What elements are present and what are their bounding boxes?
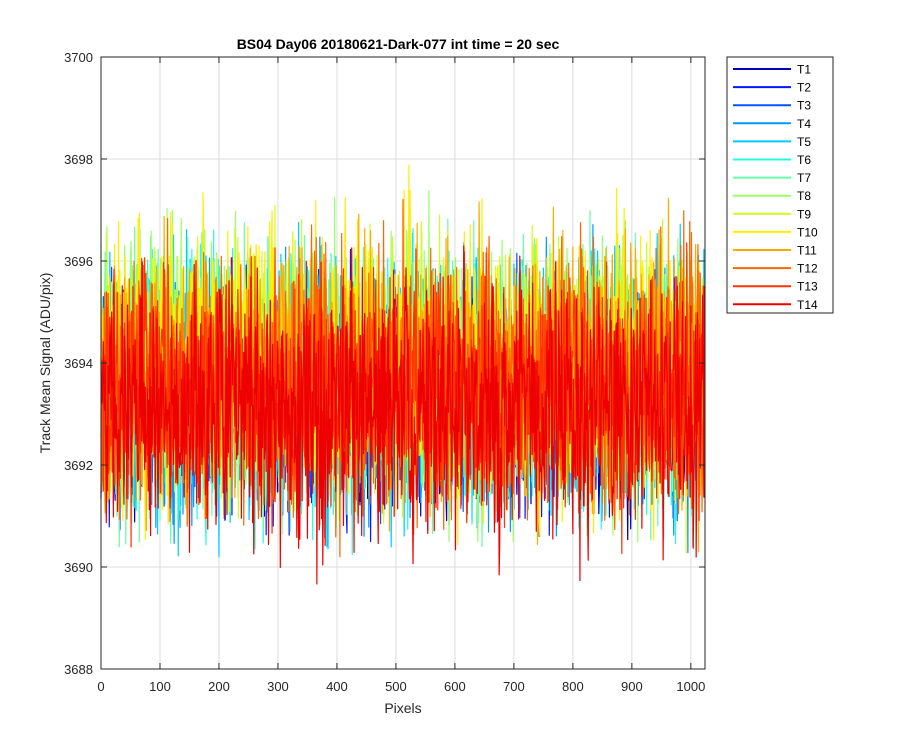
legend-label-T7: T7 <box>797 171 811 185</box>
y-tick-label: 3698 <box>64 152 93 167</box>
x-tick-label: 500 <box>385 679 407 694</box>
legend-label-T6: T6 <box>797 153 811 167</box>
series-lines <box>100 164 706 585</box>
y-tick-label: 3696 <box>64 254 93 269</box>
x-tick-label: 200 <box>208 679 230 694</box>
chart-title: BS04 Day06 20180621-Dark-077 int time = … <box>237 36 560 52</box>
y-tick-label: 3688 <box>64 662 93 677</box>
legend-label-T8: T8 <box>797 189 811 203</box>
legend-label-T3: T3 <box>797 99 811 113</box>
x-tick-label: 400 <box>326 679 348 694</box>
axis-ticks: 0 100 200 300 400 500 600 700 800 900 1000 3688 3690… <box>64 50 705 694</box>
x-tick-label: 1000 <box>676 679 705 694</box>
legend-label-T11: T11 <box>797 244 817 258</box>
legend-label-T12: T12 <box>797 262 818 276</box>
legend-label-T13: T13 <box>797 280 818 294</box>
y-tick-label: 3700 <box>64 50 93 65</box>
legend-box <box>726 56 834 314</box>
x-tick-label: 800 <box>562 679 584 694</box>
legend-label-T5: T5 <box>797 135 811 149</box>
y-tick-label: 3692 <box>64 458 93 473</box>
series-line-T14 <box>100 245 706 585</box>
legend-label-T1: T1 <box>797 63 811 77</box>
legend-label-T2: T2 <box>797 81 811 95</box>
x-tick-label: 600 <box>444 679 466 694</box>
x-tick-label: 100 <box>149 679 171 694</box>
x-axis-label: Pixels <box>384 700 421 716</box>
x-tick-label: 0 <box>97 679 104 694</box>
x-tick-label: 700 <box>503 679 525 694</box>
legend-label-T4: T4 <box>797 117 811 131</box>
legend-label-T9: T9 <box>797 207 811 221</box>
y-tick-label: 3694 <box>64 356 93 371</box>
legend[interactable]: T1 T2 T3 T4 T5 T6 T7 T8 T9 T10 T11 T12 T13 T14 <box>726 56 834 314</box>
legend-label-T10: T10 <box>797 225 818 239</box>
y-tick-label: 3690 <box>64 560 93 575</box>
y-axis-label: Track Mean Signal (ADU/pix) <box>37 273 53 454</box>
x-tick-label: 900 <box>621 679 643 694</box>
legend-label-T14: T14 <box>797 298 818 312</box>
x-tick-label: 300 <box>267 679 289 694</box>
